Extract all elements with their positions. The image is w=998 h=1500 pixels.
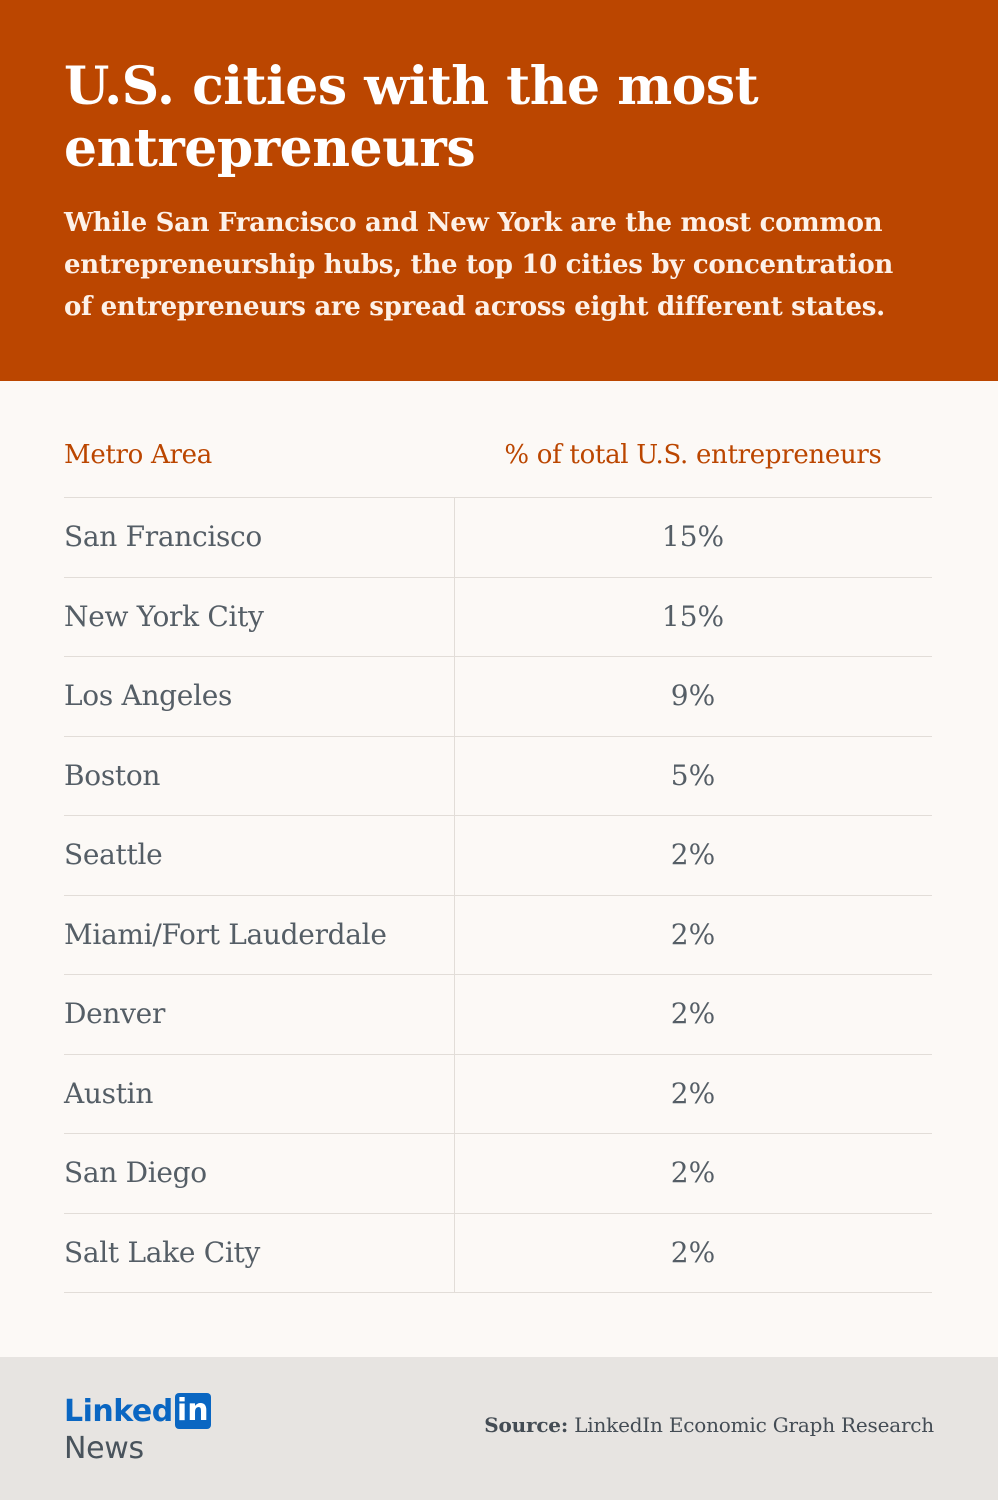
header-banner: U.S. cities with the most entrepreneurs … xyxy=(0,0,998,381)
metro-area-cell: Denver xyxy=(64,997,166,1030)
percent-cell: 2% xyxy=(670,1235,716,1269)
column-divider xyxy=(454,1054,455,1133)
table-row: New York City 15% xyxy=(64,577,932,657)
table-row: Austin 2% xyxy=(64,1054,932,1134)
table-row: Miami/Fort Lauderdale 2% xyxy=(64,895,932,975)
percent-cell: 2% xyxy=(670,838,716,871)
footer: Linked in News Source: LinkedIn Economic … xyxy=(0,1357,998,1500)
metro-area-cell: Salt Lake City xyxy=(64,1235,260,1269)
metro-area-cell: Los Angeles xyxy=(64,679,233,712)
percent-cell: 2% xyxy=(670,997,716,1030)
column-divider xyxy=(454,657,455,736)
logo-news-label: News xyxy=(64,1431,144,1466)
table-row: San Diego 2% xyxy=(64,1134,932,1214)
metro-area-cell: Austin xyxy=(64,1076,154,1110)
table-body: San Francisco 15% New York City 15% Los Ange… xyxy=(64,498,932,1293)
column-divider xyxy=(454,498,455,577)
percent-cell: 9% xyxy=(670,679,716,712)
linkedin-news-logo: Linked in News xyxy=(64,1393,211,1466)
column-divider xyxy=(454,1134,455,1213)
percent-cell: 2% xyxy=(670,917,716,951)
column-divider xyxy=(454,736,455,815)
source-credit: Source: LinkedIn Economic Graph Research xyxy=(484,1413,934,1437)
table-row: Denver 2% xyxy=(64,975,932,1055)
column-divider xyxy=(454,895,455,974)
entrepreneurs-table: Metro Area % of total U.S. entrepreneurs… xyxy=(64,418,932,1293)
percent-cell: 5% xyxy=(670,758,716,792)
column-divider xyxy=(454,975,455,1054)
percent-cell: 15% xyxy=(661,520,725,553)
metro-area-cell: San Francisco xyxy=(64,520,262,553)
metro-area-cell: Miami/Fort Lauderdale xyxy=(64,917,387,951)
table-row: San Francisco 15% xyxy=(64,498,932,578)
metro-area-cell: New York City xyxy=(64,599,264,633)
page-title: U.S. cities with the most entrepreneurs xyxy=(64,56,759,179)
linkedin-in-icon: in xyxy=(174,1393,211,1429)
table-row: Los Angeles 9% xyxy=(64,657,932,737)
source-label: Source: xyxy=(484,1413,569,1437)
page-subtitle: While San Francisco and New York are the… xyxy=(64,208,893,322)
percent-cell: 2% xyxy=(670,1076,716,1110)
source-text: LinkedIn Economic Graph Research xyxy=(574,1413,934,1437)
column-divider xyxy=(454,577,455,656)
column-header-percent: % of total U.S. entrepreneurs xyxy=(504,440,882,470)
column-divider xyxy=(454,1213,455,1292)
table-row: Boston 5% xyxy=(64,736,932,816)
percent-cell: 15% xyxy=(661,599,725,633)
table-row: Seattle 2% xyxy=(64,816,932,896)
logo-wordmark: Linked xyxy=(64,1393,173,1429)
metro-area-cell: Seattle xyxy=(64,838,163,871)
column-divider xyxy=(454,816,455,895)
table-row: Salt Lake City 2% xyxy=(64,1213,932,1293)
column-header-metro-area: Metro Area xyxy=(64,440,212,470)
percent-cell: 2% xyxy=(670,1156,716,1189)
metro-area-cell: San Diego xyxy=(64,1156,207,1189)
metro-area-cell: Boston xyxy=(64,758,161,792)
table-header-row: Metro Area % of total U.S. entrepreneurs xyxy=(64,418,932,498)
